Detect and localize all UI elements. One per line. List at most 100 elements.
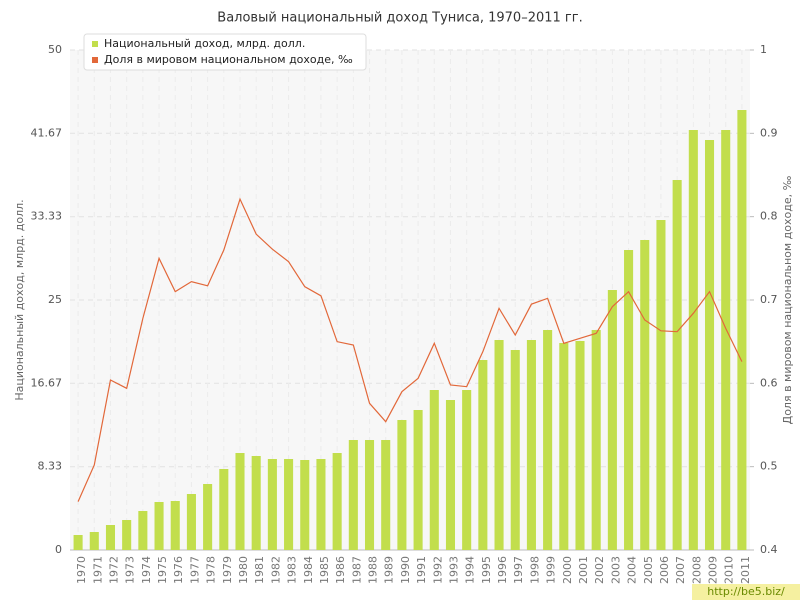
bar	[138, 511, 148, 550]
y2-tick-label: 0.9	[760, 126, 778, 139]
bar	[235, 453, 245, 550]
legend-label: Национальный доход, млрд. долл.	[104, 37, 305, 50]
x-tick-label: 2004	[626, 556, 639, 584]
bar	[445, 400, 456, 550]
bar	[575, 341, 585, 550]
bar	[154, 502, 164, 550]
x-tick-label: 1996	[496, 556, 509, 584]
x-tick-label: 1972	[107, 556, 120, 584]
y2-tick-label: 0.8	[760, 210, 778, 223]
legend-label: Доля в мировом национальном доходе, ‰	[104, 53, 353, 66]
bar	[122, 520, 132, 550]
x-tick-label: 2002	[593, 556, 606, 584]
bar	[704, 140, 715, 550]
x-tick-label: 2000	[561, 556, 574, 584]
bar	[413, 410, 423, 550]
x-tick-label: 1994	[464, 556, 477, 584]
bar	[105, 525, 116, 550]
y-axis-title: Национальный доход, млрд. долл.	[13, 199, 26, 400]
x-tick-label: 2006	[658, 556, 671, 584]
bar	[624, 250, 634, 550]
x-tick-label: 1979	[221, 556, 234, 584]
bar	[203, 484, 213, 550]
bar	[656, 220, 666, 550]
bar	[462, 390, 472, 550]
bar	[510, 350, 520, 550]
x-tick-label: 2008	[690, 556, 703, 584]
marks	[73, 110, 747, 550]
bar	[397, 420, 407, 550]
y-tick-label: 8.33	[38, 460, 63, 473]
x-tick-label: 2007	[674, 556, 687, 584]
x-tick-label: 1998	[528, 556, 541, 584]
bar	[526, 340, 536, 550]
bar	[737, 110, 747, 550]
bar	[348, 440, 358, 550]
watermark: http://be5.biz/	[707, 585, 785, 598]
bar	[688, 130, 698, 550]
x-tick-label: 2003	[609, 556, 622, 584]
x-tick-label: 1981	[253, 556, 266, 584]
bar	[332, 453, 342, 550]
y-tick-label: 41.67	[31, 126, 63, 139]
x-tick-label: 1971	[91, 556, 104, 584]
bar	[640, 240, 650, 550]
y2-tick-label: 0.5	[760, 460, 778, 473]
x-tick-label: 1989	[383, 556, 396, 584]
bar	[364, 440, 375, 550]
y-tick-label: 25	[48, 293, 62, 306]
x-tick-label: 1973	[124, 556, 137, 584]
bar	[300, 460, 310, 550]
y2-tick-label: 0.7	[760, 293, 778, 306]
bar	[543, 330, 553, 550]
x-tick-label: 1984	[302, 556, 315, 584]
bar	[591, 330, 601, 550]
x-tick-label: 1992	[431, 556, 444, 584]
x-tick-label: 1990	[399, 556, 412, 584]
y-tick-label: 0	[55, 543, 62, 556]
chart-title: Валовый национальный доход Туниса, 1970–…	[217, 11, 582, 26]
x-tick-label: 1970	[75, 556, 88, 584]
x-tick-label: 1999	[545, 556, 558, 584]
bar	[721, 130, 731, 550]
x-tick-label: 2001	[577, 556, 590, 584]
legend-box	[83, 33, 367, 71]
x-tick-label: 1995	[480, 556, 493, 584]
x-tick-label: 1983	[286, 556, 299, 584]
x-tick-label: 2005	[642, 556, 655, 584]
x-tick-label: 1988	[367, 556, 380, 584]
x-tick-label: 2011	[739, 556, 752, 584]
y2-tick-label: 1	[760, 43, 767, 56]
bar	[170, 501, 180, 550]
x-tick-label: 1985	[318, 556, 331, 584]
bar	[607, 290, 617, 550]
plot-area	[70, 50, 750, 550]
x-tick-label: 1982	[269, 556, 282, 584]
watermark-bg	[692, 584, 800, 600]
x-tick-label: 1993	[447, 556, 460, 584]
bar	[494, 340, 504, 550]
bar	[672, 180, 682, 550]
x-tick-label: 1980	[237, 556, 250, 584]
y2-tick-label: 0.4	[760, 543, 778, 556]
bar	[316, 459, 326, 550]
x-tick-label: 1978	[205, 556, 218, 584]
bar	[267, 459, 277, 550]
y-tick-label: 33.33	[31, 210, 63, 223]
x-tick-label: 2009	[707, 556, 720, 584]
bar	[429, 390, 439, 550]
bar	[559, 343, 569, 550]
y2-tick-label: 0.6	[760, 376, 778, 389]
bar	[89, 532, 99, 550]
x-tick-label: 1991	[415, 556, 428, 584]
bar	[284, 459, 294, 550]
line	[77, 197, 743, 502]
bar	[381, 440, 391, 550]
bar	[73, 535, 83, 550]
x-tick-label: 1977	[188, 556, 201, 584]
bar	[186, 494, 196, 550]
legend-swatch	[92, 57, 98, 63]
bar	[251, 456, 261, 550]
y-tick-label: 16.67	[31, 376, 63, 389]
